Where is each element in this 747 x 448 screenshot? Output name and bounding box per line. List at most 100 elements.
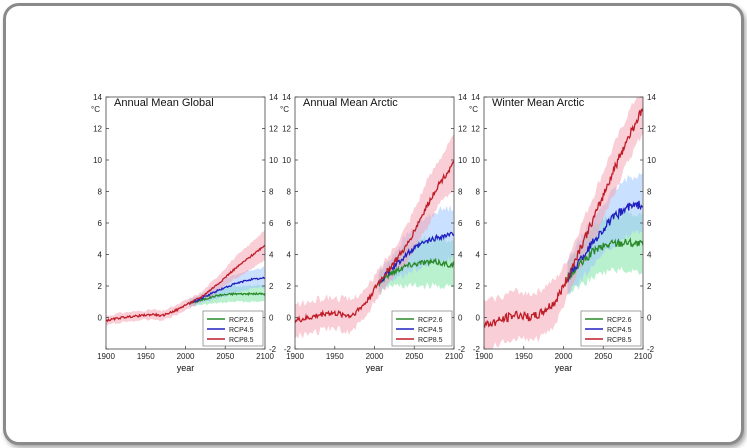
panel-1-ytick-label-right: 0 [458, 314, 463, 323]
panel-2-xlabel: year [555, 363, 573, 373]
panel-1-ytick-label-left: 0 [287, 314, 292, 323]
panel-0-ytick-label-left: 2 [98, 282, 103, 291]
panel-1-ytick-label-left: 10 [282, 156, 291, 165]
panel-2-band-rcp85 [484, 97, 643, 349]
panel-0-legend-label: RCP2.6 [229, 317, 254, 324]
panel-1-ytick-label-left: 14 [282, 93, 291, 102]
panel-0-plot-area [106, 229, 265, 326]
panel-2-ytick-label-right: 10 [647, 156, 656, 165]
panel-1-legend-label: RCP8.5 [418, 337, 443, 344]
panel-2-legend-label: RCP2.6 [607, 317, 632, 324]
panel-2-ytick-label-left: 12 [471, 125, 480, 134]
panel-0-xtick-label: 2100 [256, 352, 274, 361]
panel-0-xtick-label: 2000 [177, 352, 195, 361]
panel-0-ytick-label-right: 12 [269, 125, 278, 134]
panel-2-ytick-label-right: 0 [647, 314, 652, 323]
panel-1-ytick-label-left: 4 [287, 251, 292, 260]
panel-2-line-rcp45 [566, 200, 643, 283]
panel-0-title: Annual Mean Global [114, 97, 214, 109]
panel-2-line-rcp85 [484, 108, 643, 329]
panel-0-ytick-label-right: 2 [269, 282, 274, 291]
panel-0-ytick-label-right: 0 [269, 314, 274, 323]
panel-2-ytick-label-right: 8 [647, 188, 652, 197]
panel-1-ytick-label-right: -2 [458, 345, 466, 354]
panel-2-xtick-label: 2100 [634, 352, 652, 361]
panel-0-line-rcp85 [106, 244, 265, 323]
panel-2-ytick-label-left: 0 [476, 314, 481, 323]
panel-2-ytick-label-right: 2 [647, 282, 652, 291]
panel-2-ytick-label-left: 6 [476, 219, 481, 228]
panel-0-ytick-label-right: -2 [269, 345, 277, 354]
panel-2-title: Winter Mean Arctic [492, 97, 585, 109]
panel-2-xtick-label: 1900 [475, 352, 493, 361]
panel-0-ylabel: °C [91, 105, 100, 114]
panel-1-xlabel: year [366, 363, 384, 373]
panel-2-ytick-label-right: 14 [647, 93, 656, 102]
panel-0-line-rcp26 [189, 291, 265, 305]
panel-2-ytick-label-left: 4 [476, 251, 481, 260]
panel-1-ytick-label-left: 12 [282, 125, 291, 134]
panel-1-plot-area [295, 134, 454, 339]
panel-2-ytick-label-right: -2 [647, 345, 655, 354]
panel-2-ytick-label-left: 8 [476, 188, 481, 197]
panel-0-ytick-label-right: 14 [269, 93, 278, 102]
panel-1-xtick-label: 1950 [326, 352, 344, 361]
panel-1-ytick-label-left: -2 [284, 345, 292, 354]
panel-2-xtick-label: 2050 [594, 352, 612, 361]
panel-2-xtick-label: 2000 [555, 352, 573, 361]
panel-0-ytick-label-right: 4 [269, 251, 274, 260]
panel-1-line-rcp85 [295, 160, 454, 324]
panel-2-plot-area [484, 97, 643, 349]
panel-2-ytick-label-left: 14 [471, 93, 480, 102]
panel-2-ytick-label-right: 4 [647, 251, 652, 260]
panel-2-legend-label: RCP4.5 [607, 327, 632, 334]
panel-1-legend-label: RCP4.5 [418, 327, 443, 334]
panel-0-xtick-label: 1900 [97, 352, 115, 361]
panel-0-ytick-label-left: 6 [98, 219, 103, 228]
panel-2-band-rcp45 [567, 172, 643, 295]
panel-1-xtick-label: 2100 [445, 352, 463, 361]
panel-1-line-rcp26 [377, 257, 454, 288]
panel-0-ytick-label-right: 6 [269, 219, 274, 228]
panel-1-ylabel: °C [280, 105, 289, 114]
panel-2-ytick-label-left: 2 [476, 282, 481, 291]
panel-0-ytick-label-right: 8 [269, 188, 274, 197]
panel-0-xtick-label: 1950 [137, 352, 155, 361]
panel-2-xtick-label: 1950 [515, 352, 533, 361]
panel-0-ytick-label-left: 14 [93, 93, 102, 102]
panel-0-ytick-label-left: 8 [98, 188, 103, 197]
panel-1-ytick-label-right: 2 [458, 282, 463, 291]
panel-1-ytick-label-left: 2 [287, 282, 292, 291]
panel-0-xtick-label: 2050 [216, 352, 234, 361]
panel-2-ytick-label-left: 10 [471, 156, 480, 165]
panel-0-ytick-label-left: 12 [93, 125, 102, 134]
panel-1-title: Annual Mean Arctic [303, 97, 398, 109]
panel-2-line-rcp26 [566, 237, 643, 281]
panel-1-ytick-label-left: 6 [287, 219, 292, 228]
panel-2-ytick-label-right: 12 [647, 125, 656, 134]
panel-0-ytick-label-left: 10 [93, 156, 102, 165]
panel-0-legend-label: RCP8.5 [229, 337, 254, 344]
panel-1-ytick-label-right: 8 [458, 188, 463, 197]
panel-0-xlabel: year [177, 363, 195, 373]
panel-1-xtick-label: 1900 [286, 352, 304, 361]
panel-1-ytick-label-right: 10 [458, 156, 467, 165]
panel-0-ytick-label-left: 4 [98, 251, 103, 260]
panel-2-ylabel: °C [469, 105, 478, 114]
panel-0-band-rcp85 [106, 229, 265, 326]
panel-1-ytick-label-right: 4 [458, 251, 463, 260]
panel-1-xtick-label: 2000 [366, 352, 384, 361]
panel-2-ytick-label-left: -2 [473, 345, 481, 354]
panel-1-legend-label: RCP2.6 [418, 317, 443, 324]
panel-0-legend-label: RCP4.5 [229, 327, 254, 334]
panel-1-ytick-label-left: 8 [287, 188, 292, 197]
panel-1-ytick-label-right: 12 [458, 125, 467, 134]
panel-1-xtick-label: 2050 [405, 352, 423, 361]
panel-2-legend-label: RCP8.5 [607, 337, 632, 344]
panel-1-ytick-label-right: 6 [458, 219, 463, 228]
panel-0-ytick-label-left: 0 [98, 314, 103, 323]
panel-2-ytick-label-right: 6 [647, 219, 652, 228]
panel-0-ytick-label-right: 10 [269, 156, 278, 165]
panel-1-ytick-label-right: 14 [458, 93, 467, 102]
